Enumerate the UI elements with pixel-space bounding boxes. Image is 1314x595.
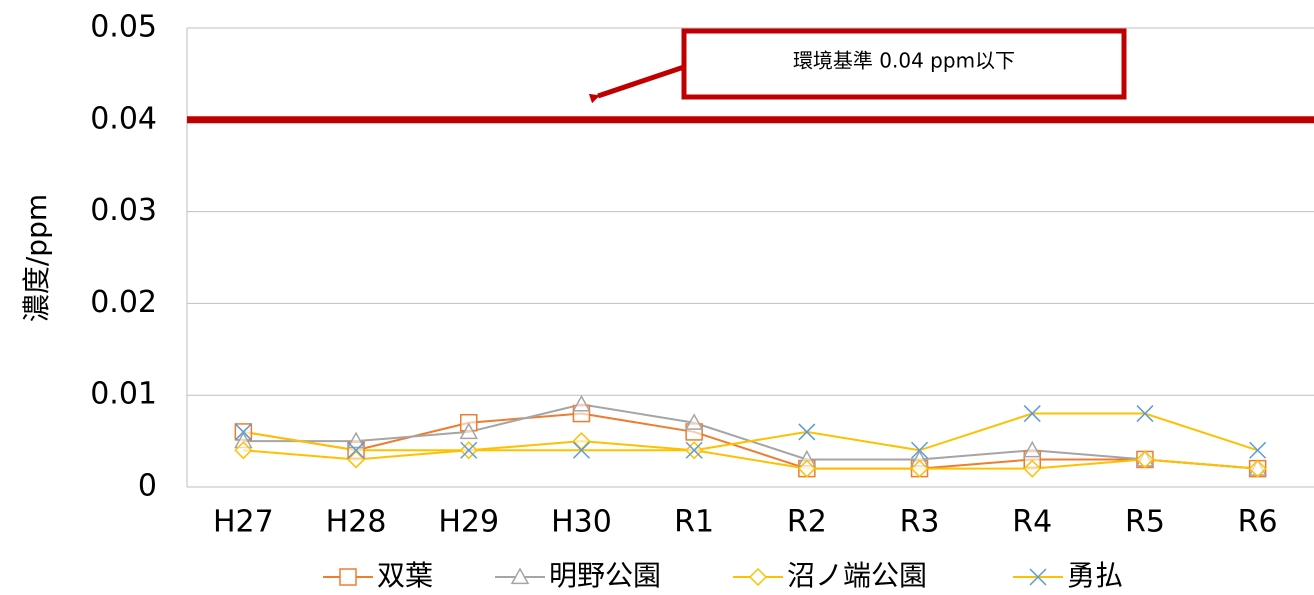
marker [910,459,929,478]
marker [346,431,366,449]
annotation-box [681,28,1127,100]
legend-item: 勇払 [1013,559,1123,592]
marker [572,432,591,451]
marker [684,413,704,430]
marker [572,394,591,412]
legend-label: 明野公園 [549,559,661,592]
legend-label: 沼ノ端公園 [787,559,927,592]
x-tick-label: R5 [1125,505,1165,540]
x-tick-label: H28 [326,505,387,540]
x-tick-label: H30 [551,505,612,540]
marker [1249,441,1267,459]
marker [234,441,253,460]
marker [510,567,530,585]
marker [1248,459,1267,478]
marker [1029,568,1047,586]
x-tick-label: R3 [900,505,940,540]
y-tick-label: 0.03 [90,193,157,228]
marker [1136,405,1154,423]
y-axis-label: 濃度/ppm [20,194,53,322]
x-tick-label: R2 [787,505,827,540]
series-line [243,440,1258,470]
legend-item: 沼ノ端公園 [733,559,927,592]
x-tick-label: H29 [438,505,499,540]
marker [346,450,366,469]
marker [798,423,816,441]
marker [460,441,478,459]
marker [748,567,768,587]
x-tick-label: H27 [213,505,274,540]
x-tick-label: R6 [1238,505,1278,540]
marker [234,423,252,441]
marker [685,441,703,459]
legend-label: 勇払 [1067,559,1123,592]
x-tick-label: R1 [674,505,714,540]
marker [1023,405,1041,423]
annotation-arrow [588,64,685,104]
y-tick-label: 0.01 [90,377,157,412]
y-tick-label: 0.04 [90,101,157,136]
x-tick-label: R4 [1012,505,1052,540]
marker [911,441,929,459]
legend-label: 双葉 [377,559,433,592]
annotation-text: 環境基準 0.04 ppm以下 [793,49,1015,73]
marker [339,568,357,586]
legend-item: 双葉 [323,559,433,592]
marker [572,441,590,459]
marker [1135,450,1155,469]
y-tick-label: 0.05 [90,10,157,45]
marker [1023,459,1042,478]
series-line [243,412,1258,452]
y-tick-label: 0.02 [90,285,157,320]
marker [797,459,816,478]
y-tick-label: 0 [138,469,157,504]
marker [1022,440,1042,458]
marker [459,422,479,440]
legend-item: 明野公園 [495,559,661,592]
marker [347,441,365,459]
